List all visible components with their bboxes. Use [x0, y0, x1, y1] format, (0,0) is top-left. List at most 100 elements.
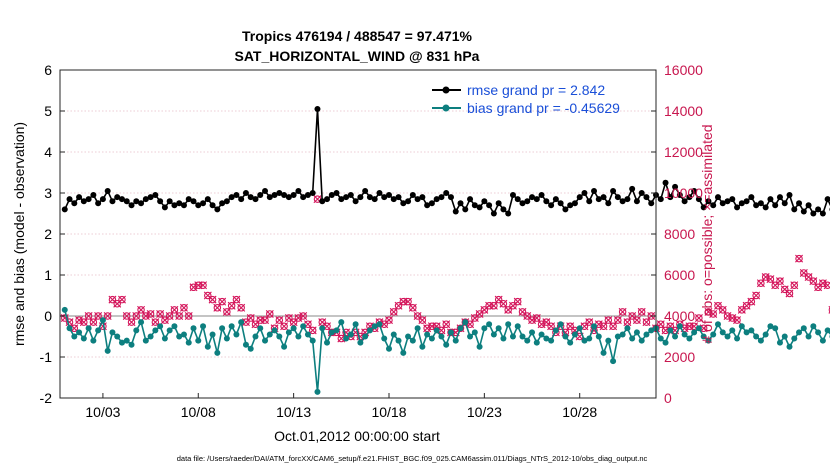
- x-tick-label: 10/28: [562, 404, 597, 420]
- data-point: [815, 206, 822, 213]
- obs-point: [203, 291, 212, 300]
- data-point: [810, 323, 817, 330]
- data-point: [200, 323, 207, 330]
- data-point: [285, 329, 292, 336]
- data-point: [161, 204, 168, 211]
- data-point: [691, 329, 698, 336]
- data-point: [242, 190, 249, 196]
- data-point: [200, 200, 207, 207]
- y2-tick-label: 14000: [664, 103, 703, 119]
- data-point: [676, 323, 683, 330]
- data-point: [610, 187, 617, 194]
- obs-point: [246, 314, 255, 323]
- obs-point: [532, 314, 541, 323]
- data-point: [481, 325, 488, 332]
- data-point: [462, 319, 469, 326]
- data-point: [376, 321, 383, 328]
- data-point: [95, 200, 102, 207]
- data-point: [238, 319, 245, 326]
- data-point: [214, 349, 221, 356]
- data-point: [481, 198, 488, 205]
- data-point: [347, 192, 354, 199]
- data-point: [819, 337, 826, 344]
- data-point: [114, 194, 121, 201]
- obs-point: [632, 316, 641, 325]
- data-point: [309, 337, 316, 344]
- data-point: [505, 210, 512, 217]
- obs-point: [265, 309, 274, 318]
- obs-point: [609, 322, 618, 331]
- y-axis-right-label: # of obs: o=possible; ×=assimilated: [699, 124, 715, 343]
- data-point: [252, 333, 259, 340]
- data-point: [109, 198, 116, 205]
- data-point: [85, 325, 92, 332]
- data-point: [166, 327, 173, 334]
- data-point: [686, 335, 693, 342]
- data-point: [576, 194, 583, 201]
- obs-point: [137, 305, 146, 314]
- data-point: [786, 192, 793, 199]
- obs-point: [122, 312, 131, 320]
- data-point: [180, 331, 187, 338]
- obs-point: [489, 301, 498, 310]
- y-tick-label: 4: [44, 144, 52, 160]
- obs-point: [718, 305, 727, 314]
- obs-point: [766, 275, 775, 284]
- data-point: [543, 335, 550, 342]
- data-point: [319, 198, 326, 205]
- data-point: [328, 192, 335, 199]
- data-point: [753, 202, 760, 209]
- data-point: [509, 192, 516, 199]
- data-point: [695, 196, 702, 203]
- obs-point: [823, 281, 830, 290]
- data-point: [581, 337, 588, 344]
- obs-point: [165, 312, 174, 320]
- data-point: [66, 325, 73, 332]
- data-point: [157, 323, 164, 330]
- obs-point: [184, 312, 193, 320]
- data-point: [300, 323, 307, 330]
- data-point: [495, 200, 502, 207]
- y2-tick-label: 8000: [664, 226, 695, 242]
- data-point: [76, 329, 83, 336]
- data-point: [524, 198, 531, 205]
- data-point: [538, 331, 545, 338]
- data-point: [686, 194, 693, 201]
- data-point: [61, 306, 68, 313]
- data-point: [638, 337, 645, 344]
- right-y-axis: 0 2000 4000 6000 8000 10000 12000 14000 16000: [651, 62, 703, 406]
- data-point: [104, 347, 111, 354]
- data-point: [376, 190, 383, 196]
- y-tick-label: 5: [44, 103, 52, 119]
- data-point: [424, 202, 431, 209]
- data-point: [314, 105, 321, 112]
- data-point: [447, 329, 454, 336]
- data-point: [457, 200, 464, 207]
- data-point: [772, 202, 779, 209]
- data-point: [223, 198, 230, 205]
- data-point: [395, 337, 402, 344]
- data-point: [252, 196, 259, 203]
- data-point: [509, 333, 516, 340]
- data-point: [424, 331, 431, 338]
- data-point: [529, 329, 536, 336]
- data-point: [657, 196, 664, 203]
- x-tick-label: 10/18: [371, 404, 406, 420]
- legend: rmse grand pr = 2.842 bias grand pr = -0…: [432, 82, 620, 116]
- grid-lines: [60, 110, 656, 358]
- data-point: [514, 196, 521, 203]
- data-point: [562, 206, 569, 213]
- data-point: [452, 337, 459, 344]
- data-point: [405, 198, 412, 205]
- obs-point: [389, 307, 398, 316]
- data-point: [80, 198, 87, 205]
- obs-point: [637, 307, 646, 316]
- data-point: [490, 210, 497, 217]
- data-point: [462, 206, 469, 213]
- y-tick-label: 2: [44, 226, 52, 242]
- obs-point: [513, 297, 522, 306]
- data-point: [138, 319, 145, 326]
- data-point: [743, 198, 750, 205]
- data-point: [228, 194, 235, 201]
- data-point: [343, 194, 350, 201]
